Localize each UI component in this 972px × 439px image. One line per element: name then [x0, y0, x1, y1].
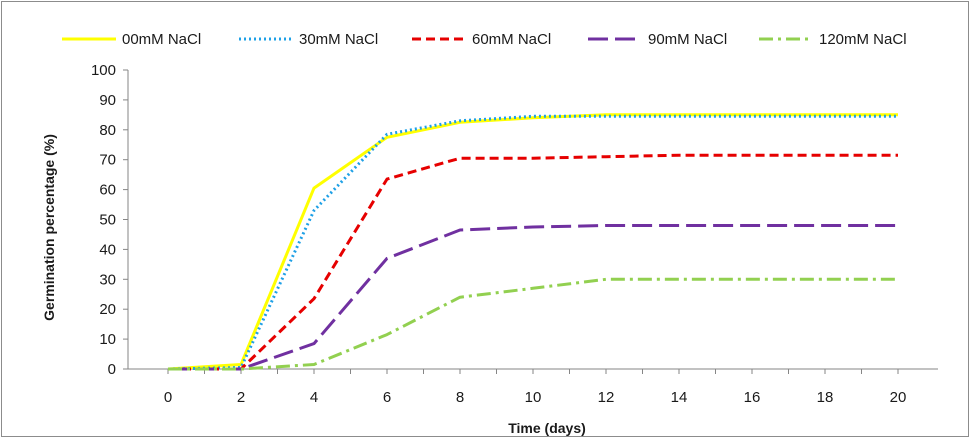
- y-tick-label: 30: [99, 271, 116, 288]
- legend: 00mM NaCl 30mM NaCl 60mM NaCl 90mM NaCl 120m…: [62, 31, 907, 48]
- series-line-00mm-nacl: [167, 113, 898, 371]
- y-axis-title: Germination percentage (%): [41, 134, 57, 321]
- x-tick-label: 14: [671, 389, 688, 406]
- series-line-90mm-nacl: [168, 224, 898, 371]
- y-tick-label: 80: [99, 122, 116, 139]
- x-tick-label: 6: [383, 389, 391, 406]
- y-tick-label: 50: [99, 212, 116, 229]
- x-tick-label: 4: [310, 389, 318, 406]
- x-tick-label: 20: [890, 389, 907, 406]
- legend-label: 60mM NaCl: [472, 31, 551, 48]
- legend-label: 120mM NaCl: [819, 31, 907, 48]
- x-tick-label: 12: [598, 389, 615, 406]
- series-line-120mm-nacl: [168, 277, 898, 371]
- x-axis-title: Time (days): [508, 420, 586, 436]
- y-tick-label: 100: [91, 62, 116, 79]
- legend-label: 30mM NaCl: [299, 31, 378, 48]
- x-tick-label: 2: [237, 389, 245, 406]
- y-tick-label: 40: [99, 241, 116, 258]
- x-tick-label: 16: [744, 389, 761, 406]
- y-tick-label: 10: [99, 331, 116, 348]
- x-tick-label: 8: [456, 389, 464, 406]
- legend-label: 00mM NaCl: [122, 31, 201, 48]
- series-line-60mm-nacl: [168, 153, 898, 371]
- y-tick-label: 90: [99, 92, 116, 109]
- x-tick-label: 0: [164, 389, 172, 406]
- y-tick-label: 60: [99, 182, 116, 199]
- x-tick-label: 10: [525, 389, 542, 406]
- y-tick-label: 0: [108, 361, 116, 378]
- y-tick-label: 70: [99, 152, 116, 169]
- legend-label: 90mM NaCl: [648, 31, 727, 48]
- x-tick-label: 18: [817, 389, 834, 406]
- plot-area: 0 10 20 30 40 50 60 70 80 90 100 0 2 4 6 8 10 12 14 16 18 20: [91, 62, 938, 406]
- y-tick-label: 20: [99, 301, 116, 318]
